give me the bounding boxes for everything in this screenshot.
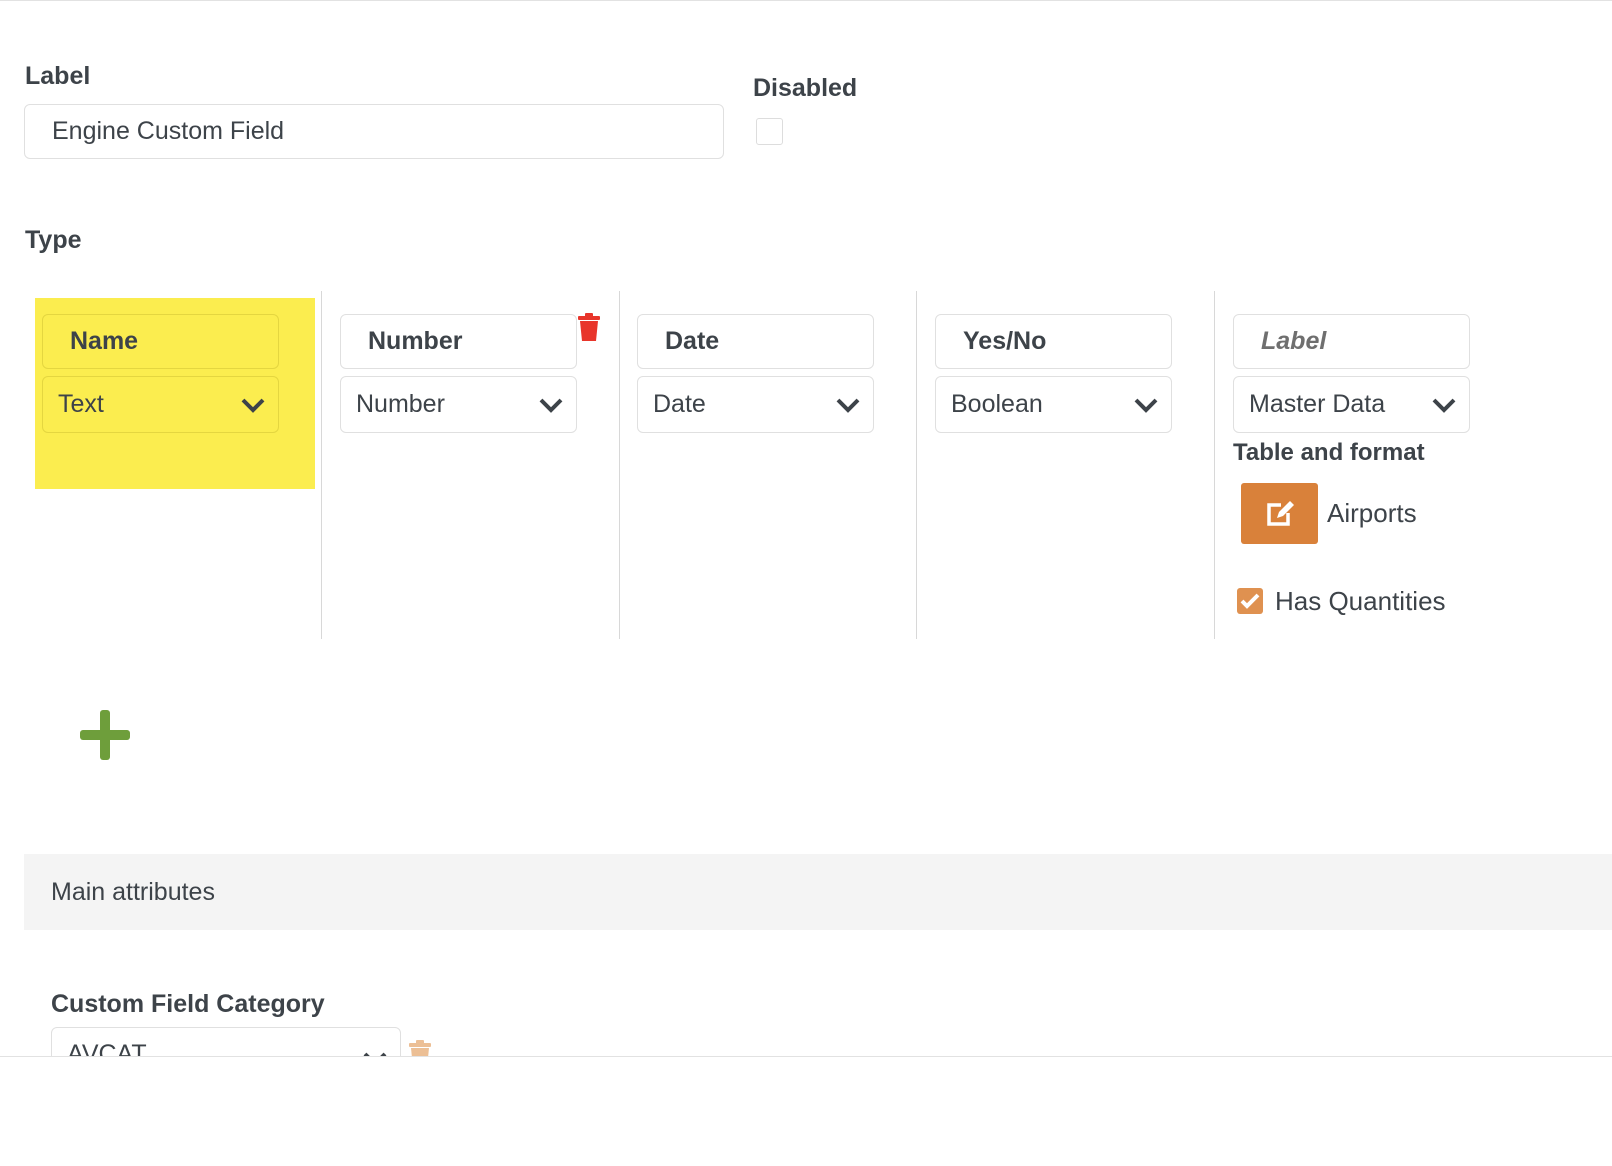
column-type-select[interactable]: Text bbox=[42, 376, 279, 433]
disabled-checkbox[interactable] bbox=[756, 118, 783, 145]
column-type-select[interactable]: Master Data bbox=[1233, 376, 1470, 433]
select-value: Text bbox=[58, 390, 104, 418]
select-value: Boolean bbox=[951, 390, 1043, 418]
select-value: AVCAT bbox=[67, 1040, 147, 1057]
select-value: Date bbox=[653, 390, 706, 418]
trash-icon[interactable] bbox=[577, 312, 601, 342]
column-name-input[interactable]: Yes/No bbox=[935, 314, 1172, 369]
edit-table-button[interactable] bbox=[1241, 483, 1318, 544]
chevron-down-icon bbox=[363, 1052, 387, 1056]
column-type-select[interactable]: Date bbox=[637, 376, 874, 433]
label-input[interactable]: Engine Custom Field bbox=[24, 104, 724, 159]
section-title: Main attributes bbox=[51, 877, 215, 906]
column-name-input[interactable]: Date bbox=[637, 314, 874, 369]
column-type-select[interactable]: Number bbox=[340, 376, 577, 433]
chevron-down-icon bbox=[1134, 398, 1158, 413]
type-label: Type bbox=[25, 226, 82, 254]
category-select[interactable]: AVCAT bbox=[51, 1027, 401, 1057]
has-quantities-label: Has Quantities bbox=[1275, 586, 1446, 616]
column-divider bbox=[619, 291, 620, 639]
label-field-label: Label bbox=[25, 62, 91, 90]
table-format-label: Table and format bbox=[1233, 439, 1425, 466]
has-quantities-checkbox[interactable] bbox=[1237, 588, 1263, 614]
plus-icon[interactable] bbox=[80, 710, 130, 760]
trash-icon[interactable] bbox=[408, 1039, 432, 1057]
table-value: Airports bbox=[1327, 498, 1417, 528]
column-name-input[interactable]: Name bbox=[42, 314, 279, 369]
edit-icon bbox=[1266, 500, 1294, 526]
column-divider bbox=[916, 291, 917, 639]
column-divider bbox=[1214, 291, 1215, 639]
column-name-input[interactable]: Number bbox=[340, 314, 577, 369]
column-name-input[interactable]: Label bbox=[1233, 314, 1470, 369]
select-value: Master Data bbox=[1249, 390, 1386, 418]
checkmark-icon bbox=[1240, 593, 1260, 609]
form-viewport: Label Engine Custom Field Disabled Type … bbox=[0, 0, 1612, 1057]
chevron-down-icon bbox=[539, 398, 563, 413]
main-attributes-section[interactable]: Main attributes bbox=[24, 854, 1612, 930]
chevron-down-icon bbox=[836, 398, 860, 413]
select-value: Number bbox=[356, 390, 445, 418]
column-divider bbox=[321, 291, 322, 639]
chevron-down-icon bbox=[1432, 398, 1456, 413]
column-type-select[interactable]: Boolean bbox=[935, 376, 1172, 433]
chevron-down-icon bbox=[241, 398, 265, 413]
category-label: Custom Field Category bbox=[51, 990, 325, 1018]
disabled-label: Disabled bbox=[753, 74, 858, 102]
